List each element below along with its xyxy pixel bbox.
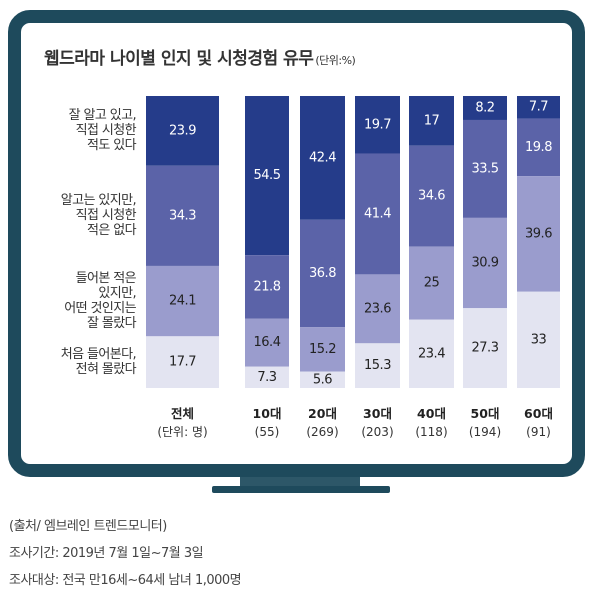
data-label-4-2: 25 — [424, 276, 440, 291]
legend-line-1-2: 적은 없다 — [87, 223, 137, 239]
note-source: (출처/ 엠브레인 트렌드모니터) — [9, 519, 167, 534]
bar-segment-1-2 — [245, 318, 289, 367]
data-label-1-3: 7.3 — [257, 370, 276, 385]
bar-segment-0-3 — [146, 336, 219, 388]
bar-segment-2-2 — [300, 327, 345, 372]
data-label-3-1: 41.4 — [364, 206, 391, 221]
bar-segment-6-2 — [517, 176, 560, 292]
data-label-6-3: 33 — [531, 332, 547, 347]
bar-segment-3-3 — [355, 343, 400, 388]
data-label-1-0: 54.5 — [254, 168, 281, 183]
data-label-6-2: 39.6 — [525, 226, 552, 241]
legend-line-3-0: 처음 들어본다, — [60, 347, 137, 363]
legend-line-0-2: 적도 있다 — [87, 138, 137, 154]
chart-title-unit: (단위:%) — [315, 54, 356, 67]
bar-segment-0-0 — [146, 96, 219, 166]
bar-segment-3-2 — [355, 274, 400, 344]
legend-line-2-1: 있지만, — [98, 286, 136, 302]
bar-segment-4-1 — [409, 145, 454, 247]
category-label-4: 40대 — [417, 406, 446, 421]
chart-title-text: 웹드라마 나이별 인지 및 시청경험 유무 — [44, 49, 314, 69]
bar-segment-4-3 — [409, 319, 454, 388]
legend-entry-2: 들어본 적은 있지만, 어떤 것인지는 잘 몰랐다 — [20, 271, 136, 331]
category-count-2: (269) — [306, 425, 338, 439]
data-label-5-0: 8.2 — [475, 100, 494, 115]
category-label-2: 20대 — [308, 406, 337, 421]
bar-segment-6-0 — [517, 96, 560, 119]
legend-entry-3: 처음 들어본다, 전혀 몰랐다 — [20, 347, 137, 378]
category-count-4: (118) — [415, 425, 447, 439]
bar-segment-1-0 — [245, 96, 289, 256]
bar-segment-3-1 — [355, 153, 400, 275]
data-label-6-0: 7.7 — [529, 100, 548, 115]
bar-segment-1-1 — [245, 255, 289, 319]
bar-segment-3-0 — [355, 96, 400, 154]
category-label-0: 전체 — [171, 406, 194, 421]
data-label-2-1: 36.8 — [309, 266, 336, 281]
data-label-3-2: 23.6 — [364, 301, 391, 316]
data-label-0-0: 23.9 — [169, 123, 196, 138]
category-count-0: (단위: 명) — [157, 425, 207, 439]
chart-title: 웹드라마 나이별 인지 및 시청경험 유무 (단위:%) — [44, 44, 356, 69]
category-label-6: 60대 — [524, 406, 553, 421]
data-label-2-2: 15.2 — [309, 342, 336, 357]
bar-segment-1-3 — [245, 366, 289, 388]
bar-segment-0-2 — [146, 265, 219, 337]
note-period: 조사기간: 2019년 7월 1일~7월 3일 — [9, 546, 204, 561]
tv-stand-base — [212, 486, 390, 493]
data-label-4-0: 17 — [424, 113, 440, 128]
category-label-3: 30대 — [363, 406, 392, 421]
legend-line-0-1: 직접 시청한 — [75, 123, 137, 139]
bar-segment-2-3 — [300, 371, 345, 388]
legend-line-1-1: 직접 시청한 — [75, 208, 137, 224]
bar-segment-4-0 — [409, 96, 454, 146]
data-label-5-1: 33.5 — [472, 161, 499, 176]
bar-segment-2-0 — [300, 96, 345, 220]
source-notes: (출처/ 엠브레인 트렌드모니터) 조사기간: 2019년 7월 1일~7월 3… — [9, 513, 242, 594]
bar-segment-4-2 — [409, 246, 454, 320]
legend-line-1-0: 알고는 있지만, — [60, 193, 137, 209]
bar-segment-5-1 — [463, 119, 507, 218]
category-count-5: (194) — [469, 425, 501, 439]
data-label-0-1: 34.3 — [169, 208, 196, 223]
data-label-0-3: 17.7 — [169, 355, 196, 370]
data-label-1-2: 16.4 — [254, 335, 281, 350]
bar-segment-0-1 — [146, 165, 219, 266]
legend-line-0-0: 잘 알고 있고, — [68, 108, 137, 124]
data-label-3-3: 15.3 — [364, 358, 391, 373]
data-label-5-2: 30.9 — [472, 256, 499, 271]
bar-segment-5-3 — [463, 308, 507, 388]
data-label-0-2: 24.1 — [169, 294, 196, 309]
data-label-3-0: 19.7 — [364, 117, 391, 132]
legend-line-2-3: 잘 몰랐다 — [87, 316, 137, 332]
bar-segment-5-0 — [463, 96, 507, 120]
data-label-6-1: 19.8 — [525, 140, 552, 155]
category-count-3: (203) — [361, 425, 393, 439]
category-label-5: 50대 — [471, 406, 500, 421]
legend-entry-1: 알고는 있지만, 직접 시청한 적은 없다 — [20, 193, 137, 239]
data-label-4-3: 23.4 — [418, 346, 445, 361]
data-label-1-1: 21.8 — [254, 279, 281, 294]
bar-segment-5-2 — [463, 217, 507, 309]
legend-line-2-0: 들어본 적은 — [75, 271, 137, 287]
data-label-5-3: 27.3 — [472, 341, 499, 356]
data-label-4-1: 34.6 — [418, 189, 445, 204]
data-label-2-3: 5.6 — [313, 372, 332, 387]
note-target: 조사대상: 전국 만16세~64세 남녀 1,000명 — [9, 573, 242, 588]
bar-segment-6-1 — [517, 118, 560, 177]
category-label-1: 10대 — [253, 406, 282, 421]
bar-segment-2-1 — [300, 219, 345, 328]
bar-segment-6-3 — [517, 291, 560, 388]
legend-entry-0: 잘 알고 있고, 직접 시청한 적도 있다 — [20, 108, 137, 154]
category-count-6: (91) — [526, 425, 551, 439]
tv-stand-neck — [240, 477, 360, 486]
legend-line-3-1: 전혀 몰랐다 — [75, 362, 137, 378]
legend-line-2-2: 어떤 것인지는 — [64, 301, 136, 317]
category-count-1: (55) — [255, 425, 280, 439]
data-label-2-0: 42.4 — [309, 150, 336, 165]
